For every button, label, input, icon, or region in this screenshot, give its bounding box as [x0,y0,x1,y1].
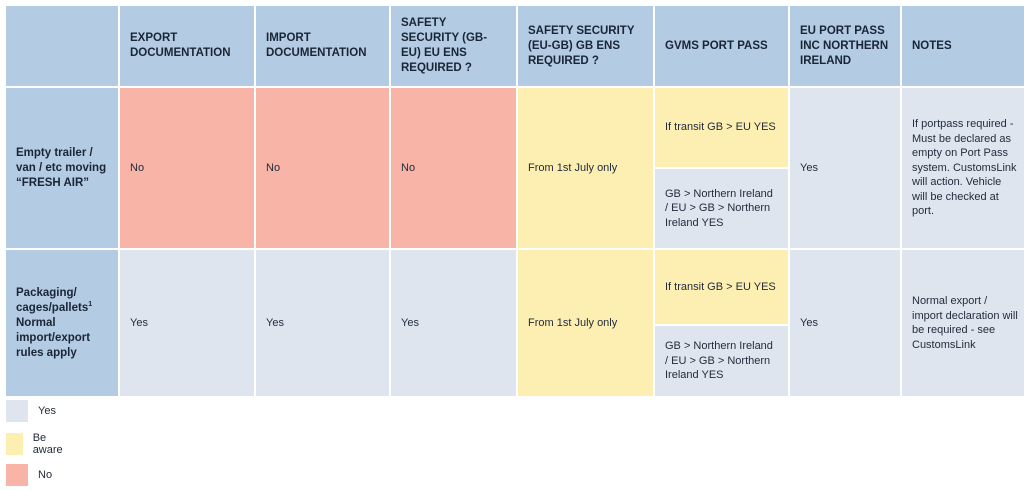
footnote-marker: 1 [88,300,93,308]
cell-notes-empty: If portpass required - Must be declared … [902,88,1024,248]
row-label-packaging-text: Packaging/ cages/pallets1 Normal import/… [16,286,108,361]
requirements-table: EXPORT DOCUMENTATION IMPORT DOCUMENTATIO… [6,6,1024,396]
header-import-documentation: IMPORT DOCUMENTATION [256,6,389,86]
legend-label-no: No [38,469,53,481]
cell-import-doc-packaging: Yes [256,250,389,396]
cell-eu-port-pass-packaging: Yes [790,250,900,396]
legend-item-yes: Yes [6,400,56,422]
cell-eu-port-pass-empty: Yes [790,88,900,248]
header-eu-port-pass: EU PORT PASS INC NORTHERN IRELAND [790,6,900,86]
cell-notes-packaging: Normal export / import declaration will … [902,250,1024,396]
cell-gvms-top-empty: If transit GB > EU YES [655,88,788,167]
legend-label-be-aware: Be aware [32,432,63,456]
legend-item-no: No [6,464,52,486]
cell-gvms-bottom-empty: GB > Northern Ireland / EU > GB > Northe… [655,169,788,248]
row-label-packaging-main: Packaging/ cages/pallets [16,286,89,314]
header-gvms-port-pass: GVMS PORT PASS [655,6,788,86]
legend-item-be-aware: Be aware [6,432,68,456]
cell-import-doc-empty: No [256,88,389,248]
cell-ss-eu-gb-empty: From 1st July only [518,88,653,248]
row-label-empty-trailer: Empty trailer / van / etc moving “FRESH … [6,88,118,248]
header-notes: NOTES [902,6,1024,86]
cell-gvms-top-packaging: If transit GB > EU YES [655,250,788,324]
legend-swatch-be-aware [6,433,23,455]
legend-swatch-yes [6,400,28,422]
cell-export-doc-packaging: Yes [120,250,254,396]
legend-label-yes: Yes [38,405,56,417]
cell-ss-gb-eu-empty: No [391,88,516,248]
header-safety-security-eu-gb: SAFETY SECURITY (EU-GB) GB ENS REQUIRED … [518,6,653,86]
legend-swatch-no [6,464,28,486]
cell-export-doc-empty: No [120,88,254,248]
cell-gvms-bottom-packaging: GB > Northern Ireland / EU > GB > Northe… [655,326,788,396]
row-label-packaging: Packaging/ cages/pallets1 Normal import/… [6,250,118,396]
cell-ss-eu-gb-packaging: From 1st July only [518,250,653,396]
row-label-packaging-rest: Normal import/export rules apply [16,316,91,359]
cell-ss-gb-eu-packaging: Yes [391,250,516,396]
header-corner [6,6,118,86]
header-safety-security-gb-eu: SAFETY SECURITY (GB-EU) EU ENS REQUIRED … [391,6,516,86]
header-export-documentation: EXPORT DOCUMENTATION [120,6,254,86]
